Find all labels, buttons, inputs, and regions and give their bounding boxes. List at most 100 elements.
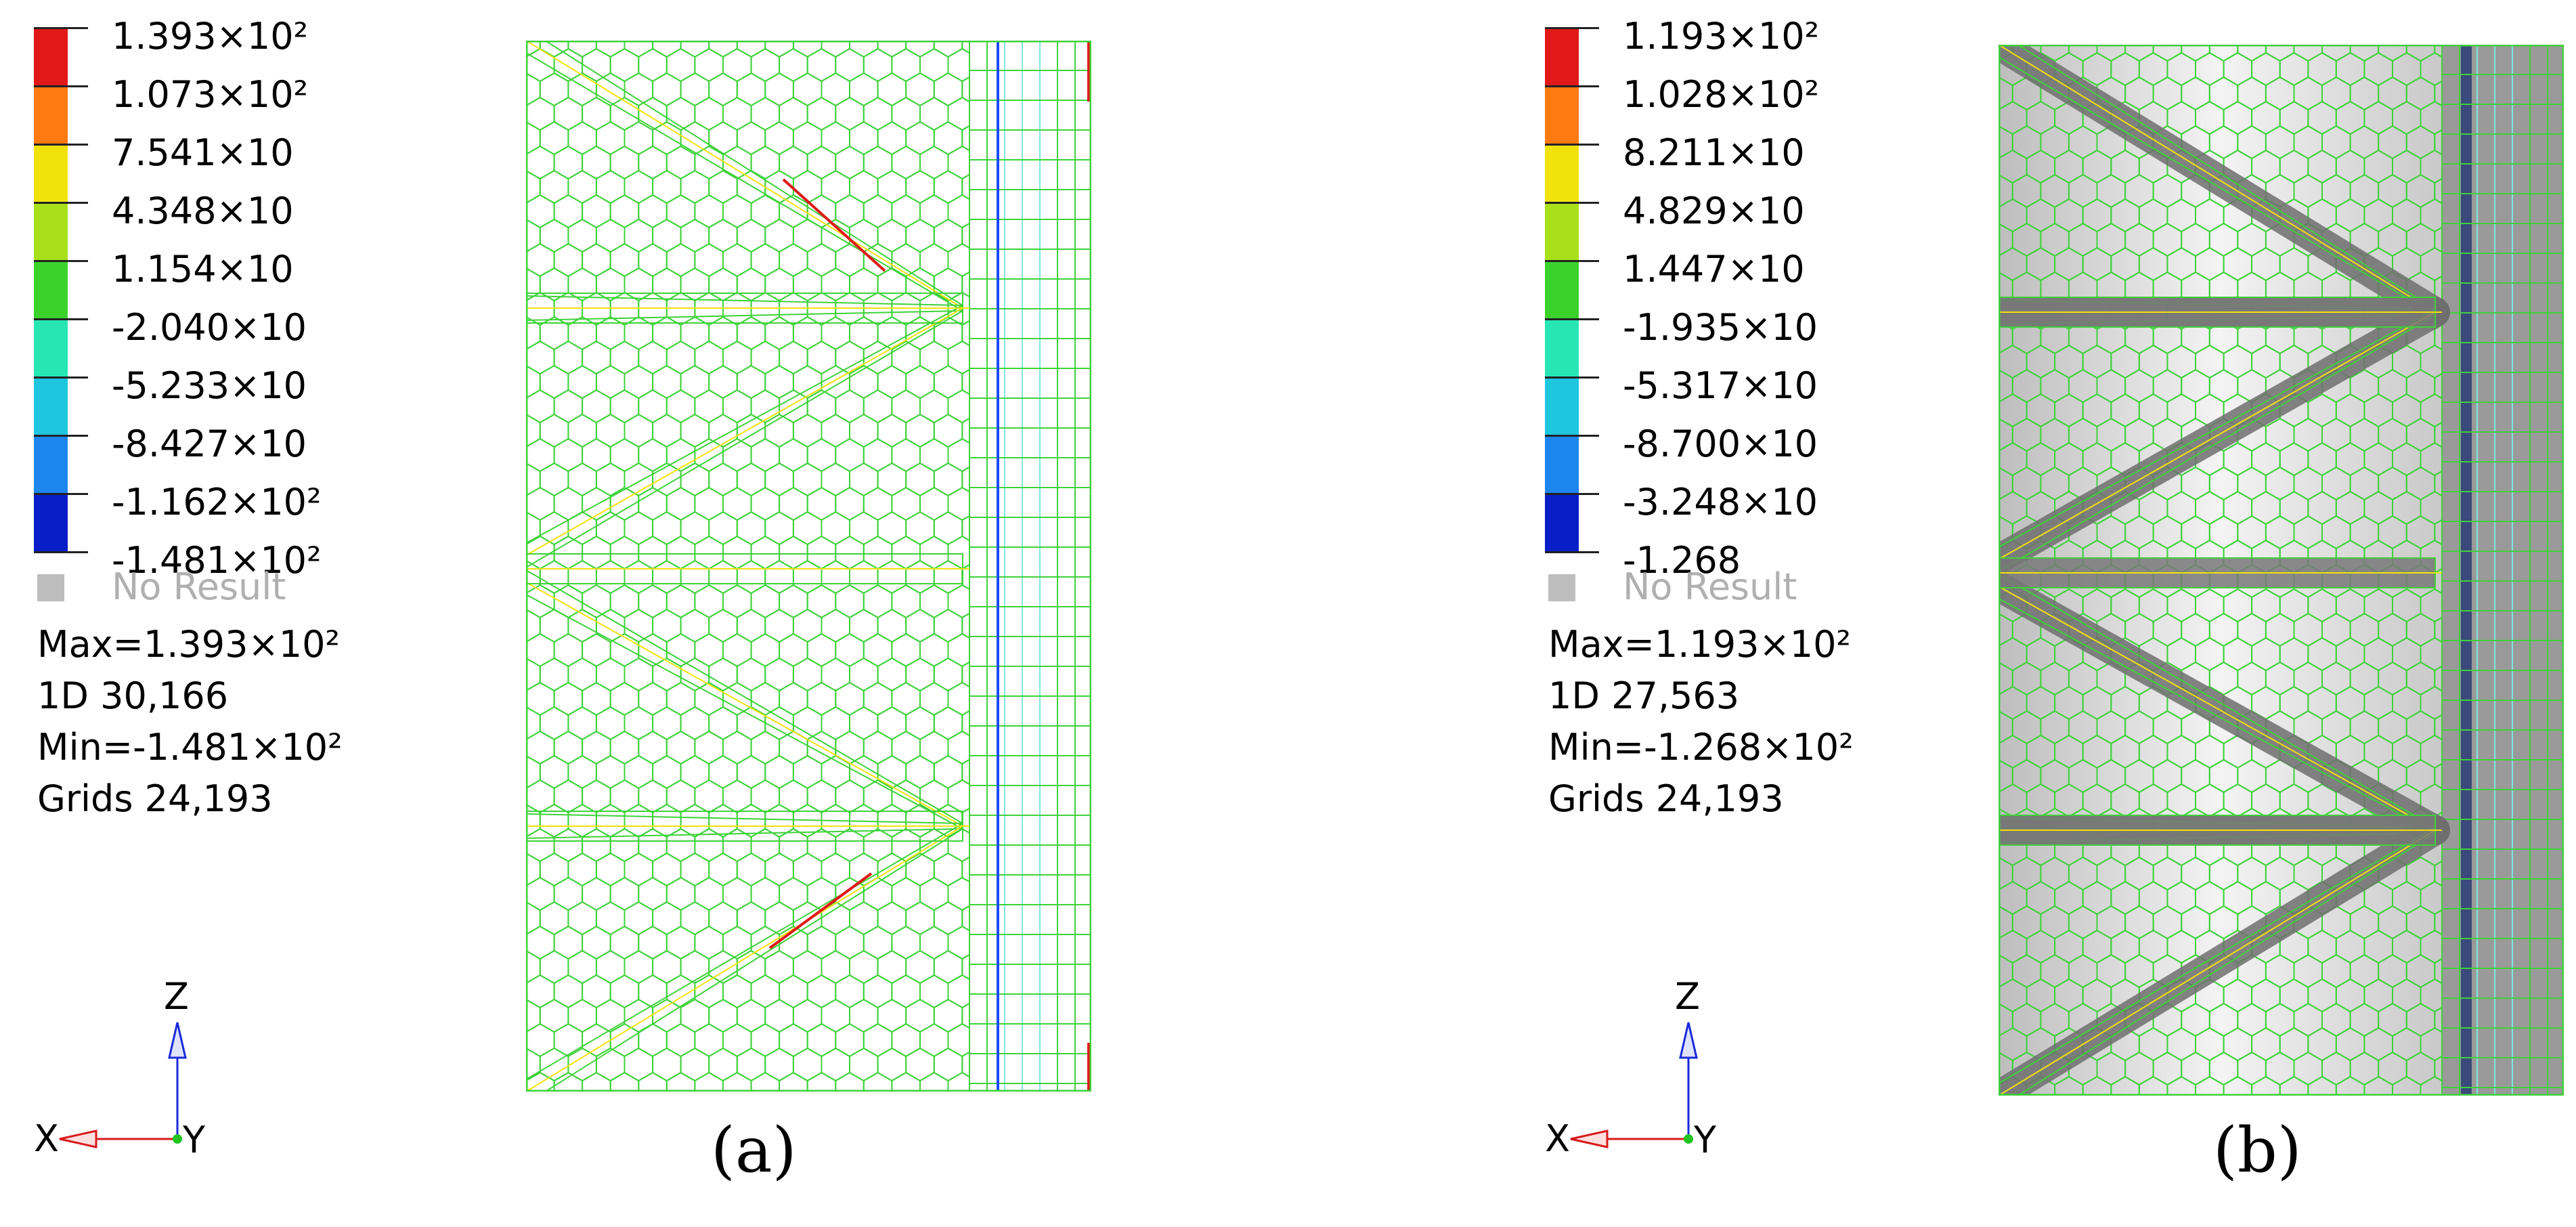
legend-swatch (1545, 260, 1579, 318)
legend-swatch (34, 27, 68, 85)
legend-label: 4.829×10 (1623, 190, 1805, 232)
hex-cell (582, 145, 611, 180)
hex-cell (919, 486, 949, 521)
hex-cell (891, 681, 921, 716)
mesh-frame (526, 41, 1091, 1092)
hex-cell (708, 1047, 738, 1082)
hex-cell (933, 608, 963, 643)
legend-label: 1.073×10² (112, 73, 309, 116)
hex-cell (933, 1047, 963, 1082)
hex-cell (736, 511, 766, 546)
hex-cell (779, 242, 808, 278)
hex-cell (609, 876, 640, 911)
hex-cell (905, 462, 935, 497)
hex-cell (539, 462, 569, 497)
hex-cell (779, 535, 808, 570)
hex-cell (624, 218, 654, 253)
hex-cell (595, 754, 626, 790)
hex-cell (863, 925, 893, 960)
hex-cell (722, 242, 752, 278)
hex-cell (567, 706, 597, 741)
hex-cell (835, 486, 865, 521)
hex-cell (595, 218, 626, 253)
hex-cell (905, 511, 935, 546)
legend-tick (34, 144, 88, 146)
hex-cell (567, 998, 597, 1033)
hex-cell (877, 998, 907, 1033)
hex-cell (863, 437, 893, 473)
legend-tick (34, 85, 88, 87)
hex-cell (694, 632, 724, 668)
hex-cell (638, 779, 668, 814)
no-result-swatch (37, 574, 64, 601)
hex-cell (539, 998, 569, 1033)
x-axis-arrow (1570, 1129, 1609, 1148)
hex-cell (821, 608, 850, 643)
hex-cell (891, 632, 921, 668)
hex-cell (652, 852, 682, 887)
hex-cell (821, 72, 850, 107)
hex-cell (526, 852, 541, 887)
hex-cell (609, 730, 640, 765)
hex-cell (638, 925, 668, 960)
hex-cell (595, 559, 626, 595)
legend-tick (1545, 202, 1599, 204)
legend-tick (34, 493, 88, 495)
hex-cell (877, 901, 907, 936)
hex-cell (567, 949, 597, 985)
axis-triad: Z X Y (34, 975, 206, 1161)
hex-cell (539, 949, 569, 985)
hex-cell (821, 462, 850, 497)
legend-swatch (1545, 144, 1579, 202)
hex-cell (905, 949, 935, 985)
hex-cell (526, 340, 555, 375)
hex-cell (652, 169, 682, 204)
legend-swatch (1545, 85, 1579, 144)
skin-grid (969, 41, 1091, 1092)
hex-cell (624, 364, 654, 400)
hex-cell (905, 218, 935, 253)
hex-cell (877, 608, 907, 643)
hex-cell (806, 632, 837, 668)
hex-cell (609, 389, 640, 424)
strut-edge (526, 310, 963, 321)
hex-cell (764, 511, 794, 546)
hex-cell (849, 608, 879, 643)
hex-cell (652, 364, 682, 400)
hex-cell (806, 1022, 837, 1058)
legend-swatch (34, 318, 68, 376)
hex-cell (779, 1022, 808, 1058)
strut-edge (526, 305, 963, 544)
hex-cell (2392, 1075, 2422, 1096)
hex-cell (652, 608, 682, 643)
hex-cell (792, 998, 823, 1033)
hex-cell (2335, 1075, 2365, 1096)
hex-cell (652, 41, 682, 58)
hex-cell (835, 47, 865, 83)
hex-cell (764, 998, 794, 1033)
hex-cell (835, 145, 865, 180)
hex-cell (665, 389, 696, 424)
hex-cell (905, 1047, 935, 1082)
hex-cell (2223, 1075, 2253, 1096)
hex-cell (764, 657, 794, 692)
hex-cell (595, 706, 626, 741)
hex-cell (567, 364, 597, 400)
hex-cell (624, 949, 654, 985)
hex-cell (539, 413, 569, 448)
hex-cell (750, 486, 781, 521)
hex-cell (835, 389, 865, 424)
legend-tick (1545, 27, 1599, 29)
strut-edge (2016, 45, 2436, 310)
hex-cell (526, 413, 541, 448)
strut-centerline (526, 825, 963, 1092)
hex-cell (638, 535, 668, 570)
hex-cell (905, 72, 935, 107)
legend-swatch (1545, 27, 1579, 85)
hex-cell (806, 437, 837, 473)
hex-cell (806, 47, 837, 83)
strut-centerline (1999, 311, 2436, 560)
hex-cell (919, 876, 949, 911)
hex-cell (905, 413, 935, 448)
hex-cell (835, 632, 865, 668)
